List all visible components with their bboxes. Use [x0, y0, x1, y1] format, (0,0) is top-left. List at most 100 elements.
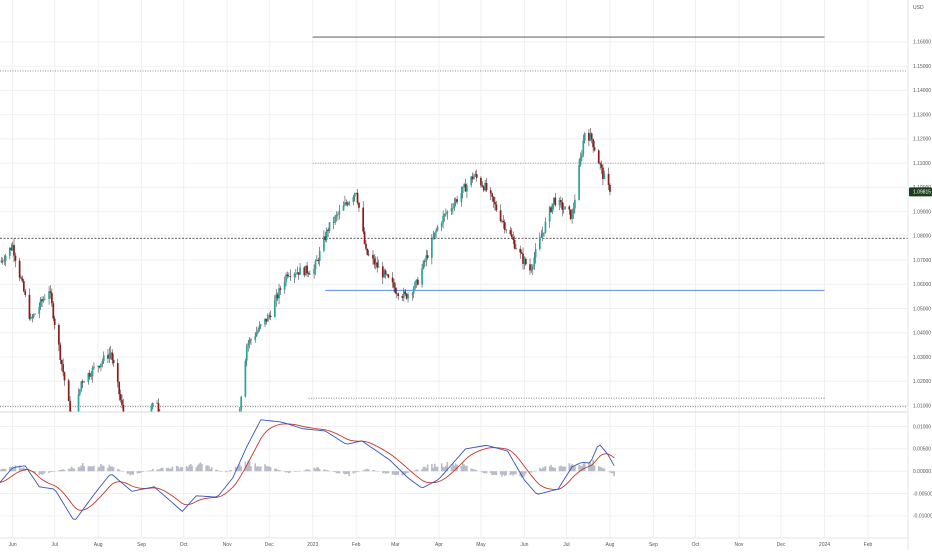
candle-down	[61, 360, 63, 364]
candle-down	[111, 353, 113, 360]
histogram-bar	[303, 471, 305, 472]
candle-down	[427, 255, 429, 258]
time-tick-label: Jul	[51, 542, 57, 548]
candle-up	[473, 175, 475, 179]
histogram-bar	[71, 467, 73, 472]
histogram-bar	[367, 469, 369, 472]
candle-down	[503, 221, 505, 222]
histogram-bar	[44, 471, 46, 473]
histogram-bar	[181, 467, 183, 471]
candle-down	[71, 417, 73, 420]
candle-down	[195, 440, 197, 447]
candle-up	[441, 223, 443, 227]
histogram-bar	[284, 471, 286, 472]
histogram-bar	[103, 466, 105, 471]
macd-tick-label: 0.00000	[913, 469, 931, 475]
histogram-bar	[268, 466, 270, 471]
histogram-bar	[191, 466, 193, 471]
candle-up	[3, 261, 5, 262]
level-lines	[0, 37, 908, 407]
histogram-bar	[1, 469, 3, 471]
candle-up	[132, 431, 134, 437]
candle-down	[113, 360, 115, 363]
candle-up	[573, 208, 575, 213]
candle-down	[23, 281, 25, 291]
candle-down	[24, 291, 26, 295]
histogram-bar	[229, 470, 231, 471]
candle-up	[211, 474, 213, 476]
histogram-bar	[62, 469, 64, 471]
histogram-bar	[549, 466, 551, 471]
candle-up	[191, 440, 193, 443]
candle-down	[591, 133, 593, 139]
candle-down	[69, 401, 71, 416]
candle-down	[519, 249, 521, 252]
histogram-bar	[486, 471, 488, 473]
candle-up	[434, 233, 436, 238]
histogram-bar	[529, 471, 531, 472]
histogram-bar	[482, 471, 484, 472]
histogram-bar	[89, 466, 91, 471]
candle-up	[44, 299, 46, 300]
candle-down	[142, 420, 144, 422]
histogram-bar	[72, 468, 74, 471]
candle-down	[486, 183, 488, 190]
histogram-bar	[41, 471, 43, 475]
candle-down	[504, 222, 506, 230]
histogram-bar	[221, 471, 223, 472]
histogram-bar	[602, 468, 604, 471]
histogram-bar	[494, 471, 496, 475]
price-axis[interactable]: 1.160001.150001.140001.130001.120001.110…	[913, 40, 931, 410]
candle-up	[179, 513, 181, 524]
histogram-bar	[496, 471, 498, 475]
candle-down	[221, 421, 223, 423]
histogram-bar	[111, 466, 113, 471]
histogram-bar	[609, 471, 611, 472]
histogram-bar	[442, 467, 444, 471]
candle-down	[476, 174, 478, 178]
candle-up	[299, 267, 301, 274]
candle-up	[378, 266, 380, 267]
histogram-bar	[539, 468, 541, 472]
histogram-bar	[563, 467, 565, 472]
histogram-bar	[308, 470, 310, 472]
candle-down	[364, 231, 366, 243]
histogram-bar	[93, 466, 95, 472]
histogram-bar	[435, 467, 437, 471]
histogram-bar	[364, 470, 366, 471]
candle-down	[500, 210, 502, 220]
histogram-bar	[552, 467, 554, 471]
histogram-bar	[427, 464, 429, 471]
histogram-bar	[461, 466, 463, 471]
candle-down	[358, 203, 360, 208]
candle-down	[20, 277, 22, 278]
candle-up	[414, 282, 416, 289]
histogram-bar	[130, 471, 132, 475]
candle-down	[308, 273, 310, 274]
candle-up	[284, 282, 286, 290]
histogram-bar	[137, 471, 139, 473]
candle-down	[598, 150, 600, 163]
histogram-bar	[343, 471, 345, 473]
candle-up	[334, 216, 336, 222]
candle-down	[494, 202, 496, 205]
candle-down	[599, 164, 601, 165]
histogram-bar	[372, 470, 374, 471]
candle-down	[62, 364, 64, 372]
candle-up	[80, 381, 82, 389]
histogram-bar	[545, 466, 547, 471]
candle-down	[13, 245, 15, 256]
candle-down	[270, 316, 272, 317]
histogram-bar	[512, 471, 514, 476]
histogram-bar	[348, 471, 350, 476]
histogram-bar	[151, 470, 153, 471]
candle-up	[216, 439, 218, 448]
candle-down	[515, 248, 517, 249]
candle-up	[100, 364, 102, 368]
histogram-bar	[278, 470, 280, 471]
histogram-bar	[109, 465, 111, 471]
